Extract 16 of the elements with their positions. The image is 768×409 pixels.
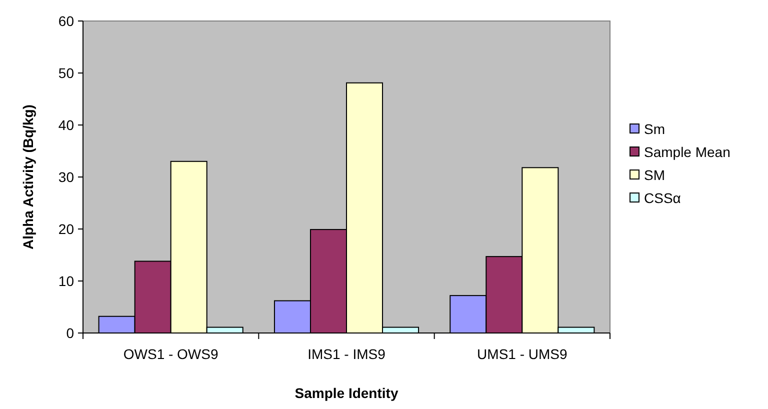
y-tick-label: 10 xyxy=(58,272,74,289)
y-tick-label: 40 xyxy=(58,116,74,133)
legend-label: Sm xyxy=(644,120,665,137)
x-axis-title: Sample Identity xyxy=(294,385,398,401)
legend-label: CSSα xyxy=(644,190,681,206)
y-tick-label: 60 xyxy=(58,12,74,29)
y-tick-label: 30 xyxy=(58,168,74,185)
legend-label: SM xyxy=(644,166,665,183)
legend-label: Sample Mean xyxy=(644,144,730,160)
x-tick-label: OWS1 - OWS9 xyxy=(123,346,218,362)
y-axis-title: Alpha Activity (Bq/kg) xyxy=(20,104,36,250)
y-tick-label: 50 xyxy=(58,64,74,81)
x-tick-label: UMS1 - UMS9 xyxy=(477,346,568,362)
x-tick-label: IMS1 - IMS9 xyxy=(308,346,386,362)
y-tick-label: 0 xyxy=(66,324,74,341)
y-tick-label: 20 xyxy=(58,220,74,237)
